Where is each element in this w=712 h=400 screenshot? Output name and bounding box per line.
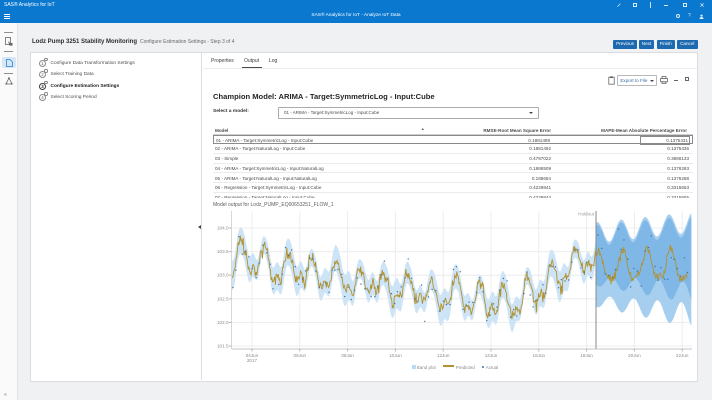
svg-text:18Jun: 18Jun <box>580 353 593 358</box>
svg-text:103.0: 103.0 <box>217 273 229 278</box>
svg-text:Holdout: Holdout <box>578 212 595 217</box>
svg-text:14Jun: 14Jun <box>485 353 498 358</box>
svg-text:104.0: 104.0 <box>217 226 229 231</box>
svg-text:08Jun: 08Jun <box>341 353 354 358</box>
svg-text:103.5: 103.5 <box>217 249 229 254</box>
svg-text:102.5: 102.5 <box>217 296 229 301</box>
svg-text:102.0: 102.0 <box>217 320 229 325</box>
svg-text:101.5: 101.5 <box>217 344 229 349</box>
svg-text:2017: 2017 <box>247 358 258 363</box>
svg-text:10Jun: 10Jun <box>389 353 402 358</box>
svg-text:12Jun: 12Jun <box>437 353 450 358</box>
svg-text:20Jun: 20Jun <box>628 353 641 358</box>
svg-text:22Jun: 22Jun <box>676 353 689 358</box>
svg-text:06Jun: 06Jun <box>294 353 307 358</box>
svg-text:04Jun: 04Jun <box>246 353 259 358</box>
svg-text:16Jun: 16Jun <box>533 353 546 358</box>
